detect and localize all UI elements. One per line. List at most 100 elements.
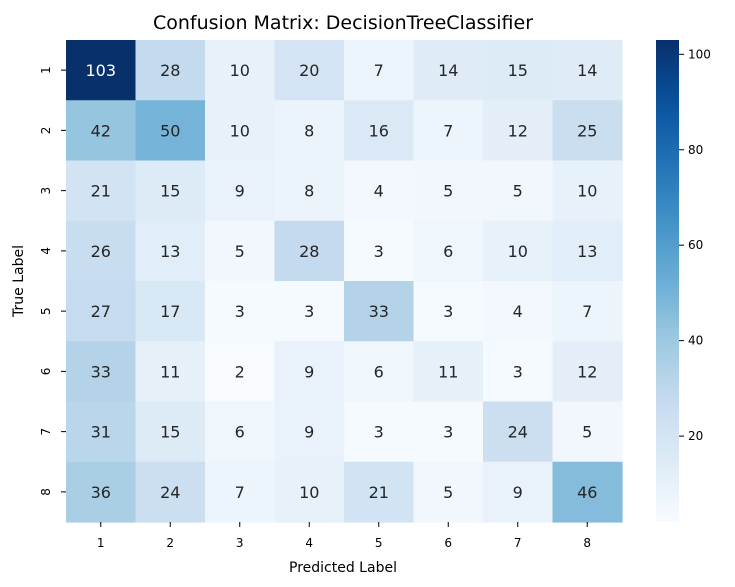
heatmap-cell xyxy=(413,220,484,282)
cell-value-label: 28 xyxy=(160,61,180,80)
colorbar: 20 40 60 80 100 xyxy=(656,40,711,522)
heatmap-cell xyxy=(205,341,276,403)
heatmap-cell xyxy=(483,40,554,101)
cell-value-label: 5 xyxy=(513,182,523,201)
heatmap-cell xyxy=(274,341,345,403)
heatmap-cell xyxy=(205,461,276,523)
heatmap-cell xyxy=(66,461,137,523)
y-tick-label: 5 xyxy=(39,307,53,315)
heatmap-cell xyxy=(66,100,137,162)
colorbar-tick-label: 20 xyxy=(688,429,703,443)
cell-value-label: 7 xyxy=(443,121,453,140)
x-tick-label: 3 xyxy=(236,536,244,550)
cell-value-label: 5 xyxy=(235,242,245,261)
cell-value-label: 36 xyxy=(91,483,111,502)
cell-value-label: 16 xyxy=(369,121,389,140)
heatmap-cell xyxy=(552,401,623,463)
cell-value-label: 7 xyxy=(235,483,245,502)
heatmap-cell xyxy=(205,100,276,162)
heatmap-cell xyxy=(413,401,484,463)
heatmap-cell xyxy=(483,220,554,282)
x-tick-label: 8 xyxy=(583,536,591,550)
y-tick-label: 4 xyxy=(39,247,53,255)
cell-value-label: 21 xyxy=(91,182,111,201)
cell-value-label: 4 xyxy=(374,182,384,201)
cell-value-label: 20 xyxy=(299,61,319,80)
heatmap-cell xyxy=(552,40,623,101)
cell-value-label: 15 xyxy=(160,423,180,442)
cell-value-label: 3 xyxy=(304,302,314,321)
heatmap-cell xyxy=(344,40,415,101)
cell-value-label: 28 xyxy=(299,242,319,261)
colorbar-tick-label: 100 xyxy=(688,47,711,61)
y-tick-label: 1 xyxy=(39,66,53,74)
heatmap-cell xyxy=(413,160,484,222)
cell-value-label: 13 xyxy=(160,242,180,261)
colorbar-tick-label: 40 xyxy=(688,334,703,348)
heatmap-cell xyxy=(344,100,415,162)
heatmap-cell xyxy=(274,281,345,342)
cell-value-label: 33 xyxy=(91,362,111,381)
heatmap-cell xyxy=(135,100,206,162)
cell-value-label: 42 xyxy=(91,121,111,140)
cell-value-label: 12 xyxy=(508,121,528,140)
cell-value-label: 14 xyxy=(577,61,597,80)
heatmap-cell xyxy=(205,220,276,282)
cell-value-label: 6 xyxy=(443,242,453,261)
colorbar-tick-label: 60 xyxy=(688,238,703,252)
cell-value-label: 21 xyxy=(369,483,389,502)
cell-value-label: 2 xyxy=(235,362,245,381)
x-tick-label: 1 xyxy=(97,536,105,550)
heatmap-cell xyxy=(135,281,206,342)
heatmap-cell xyxy=(135,40,206,101)
heatmap-cell xyxy=(552,341,623,403)
cell-value-label: 27 xyxy=(91,302,111,321)
cell-value-label: 9 xyxy=(304,362,314,381)
heatmap-cell xyxy=(413,100,484,162)
heatmap-cell xyxy=(135,461,206,523)
heatmap-cell xyxy=(66,281,137,342)
heatmap-cell xyxy=(274,461,345,523)
cell-value-label: 24 xyxy=(160,483,180,502)
heatmap-cell xyxy=(552,281,623,342)
cell-value-label: 10 xyxy=(508,242,528,261)
heatmap-cell xyxy=(205,40,276,101)
cell-value-label: 6 xyxy=(374,362,384,381)
heatmap-cell xyxy=(274,220,345,282)
heatmap-cell xyxy=(344,281,415,342)
heatmap-cell xyxy=(552,160,623,222)
heatmap-cell xyxy=(205,401,276,463)
y-tick-label: 2 xyxy=(39,127,53,135)
cell-value-label: 3 xyxy=(443,423,453,442)
heatmap-cell xyxy=(344,401,415,463)
cell-value-label: 3 xyxy=(235,302,245,321)
heatmap-cell xyxy=(66,160,137,222)
heatmap-cell xyxy=(135,220,206,282)
cell-value-label: 8 xyxy=(304,121,314,140)
x-tick-label: 4 xyxy=(305,536,313,550)
cell-value-label: 33 xyxy=(369,302,389,321)
cell-value-label: 50 xyxy=(160,121,180,140)
heatmap-cell xyxy=(344,341,415,403)
cell-value-label: 26 xyxy=(91,242,111,261)
heatmap-cell xyxy=(413,341,484,403)
heatmap-cell xyxy=(66,341,137,403)
cell-value-label: 6 xyxy=(235,423,245,442)
cell-value-label: 14 xyxy=(438,61,458,80)
cell-value-label: 10 xyxy=(230,121,250,140)
cell-value-label: 15 xyxy=(508,61,528,80)
cell-value-label: 3 xyxy=(443,302,453,321)
heatmap-cell xyxy=(66,220,137,282)
y-tick-label: 7 xyxy=(39,428,53,436)
cell-value-label: 10 xyxy=(299,483,319,502)
cell-value-label: 103 xyxy=(85,61,116,80)
cell-value-label: 25 xyxy=(577,121,597,140)
y-tick-label: 8 xyxy=(39,488,53,496)
cell-value-label: 9 xyxy=(235,182,245,201)
heatmap-cell xyxy=(274,160,345,222)
cell-value-label: 3 xyxy=(374,423,384,442)
cell-value-label: 31 xyxy=(91,423,111,442)
